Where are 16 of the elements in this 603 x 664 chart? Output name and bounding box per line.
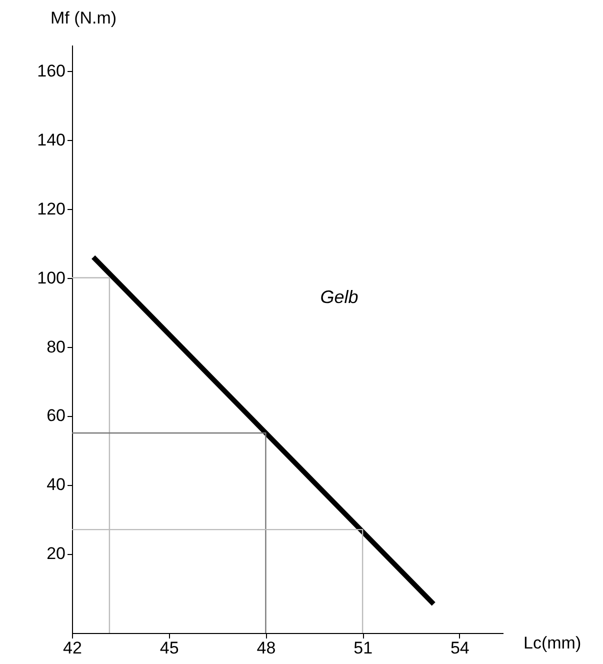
- y-tick-label: 120: [37, 199, 66, 218]
- x-tick-label: 48: [256, 638, 276, 658]
- y-tick-label: 140: [37, 130, 66, 150]
- y-tick-label: 100: [37, 268, 66, 288]
- y-tick-label: 60: [46, 406, 66, 426]
- y-tick-label: 40: [46, 475, 66, 494]
- x-axis-title: Lc(mm): [524, 634, 582, 652]
- x-tick-label: 45: [160, 638, 179, 658]
- y-tick-label: 20: [46, 544, 66, 564]
- x-tick-label: 54: [450, 638, 470, 658]
- y-tick-label: 160: [37, 61, 66, 80]
- x-tick-label: 42: [63, 638, 82, 658]
- y-tick-label: 80: [46, 337, 66, 356]
- text: Gelb: [320, 286, 358, 307]
- y-axis-title: Mf (N.m): [50, 8, 117, 28]
- x-tick-label: 51: [354, 638, 373, 658]
